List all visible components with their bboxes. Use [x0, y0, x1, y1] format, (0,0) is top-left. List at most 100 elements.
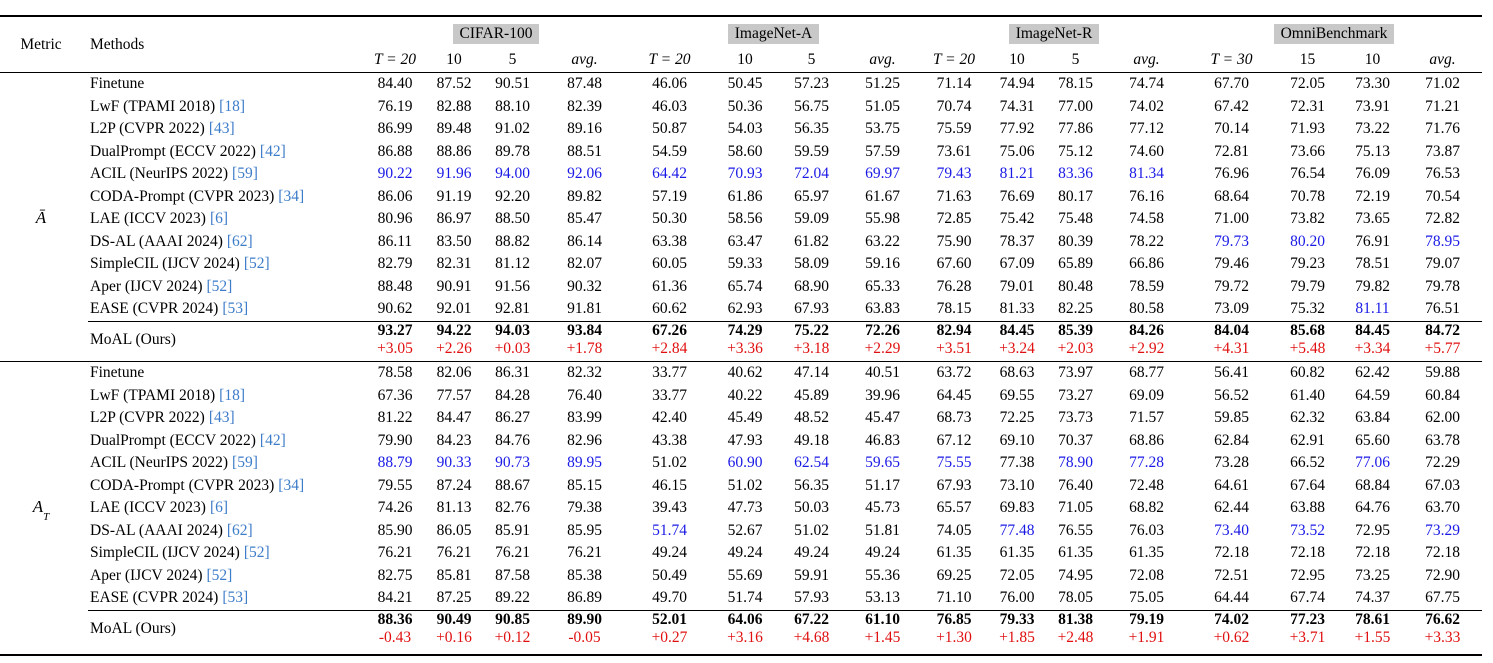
- value-cell: 89.82: [567, 187, 602, 205]
- value-cell: 73.22: [1355, 120, 1390, 138]
- value-cell: 86.31: [495, 364, 530, 382]
- value-cell: 59.16: [865, 255, 900, 273]
- citation: [34]: [278, 187, 305, 205]
- value-cell: 91.81: [567, 300, 602, 318]
- group-header: OmniBenchmark: [1188, 22, 1480, 46]
- value-cell: 79.79: [1290, 277, 1325, 295]
- method-text: CODA-Prompt (CVPR 2023): [90, 187, 275, 205]
- ours-value: 88.36: [377, 610, 413, 628]
- value-cell: 73.27: [1058, 386, 1093, 404]
- value-cell: 63.88: [1290, 499, 1325, 517]
- value-cell: 68.77: [1129, 364, 1164, 382]
- value-cell: 86.11: [377, 232, 413, 250]
- ours-value: 94.22: [436, 321, 472, 339]
- value-cell: 59.85: [1214, 409, 1249, 427]
- value-cell: 72.29: [1425, 454, 1460, 472]
- value-cell: 85.47: [567, 210, 602, 228]
- value-cell: 74.58: [1129, 210, 1164, 228]
- value-cell: 72.05: [1290, 75, 1325, 93]
- value-cell: 71.05: [1058, 499, 1093, 517]
- value-cell: 76.91: [1355, 232, 1390, 250]
- value-cell: 72.05: [999, 566, 1035, 584]
- value-cell: 56.35: [794, 476, 829, 494]
- value-cell: 88.82: [495, 232, 530, 250]
- value-cell: 49.24: [794, 544, 829, 562]
- value-cell: 76.21: [495, 544, 530, 562]
- method-text: SimpleCIL (IJCV 2024): [90, 544, 240, 562]
- value-cell: 67.93: [794, 300, 829, 318]
- value-cell: 51.17: [865, 476, 900, 494]
- ours-value: 78.61: [1355, 610, 1390, 628]
- citation: [18]: [219, 97, 245, 115]
- value-cell: 40.51: [865, 364, 900, 382]
- value-cell: 92.81: [495, 300, 530, 318]
- ours-method: MoAL (Ours): [90, 330, 176, 348]
- method-name: L2P (CVPR 2022) [43]: [90, 407, 365, 430]
- value-cell: 61.67: [865, 187, 900, 205]
- value-cell: 85.15: [567, 476, 602, 494]
- value-cell: 88.79: [377, 454, 413, 472]
- value-cell: 63.72: [936, 364, 972, 382]
- value-cell: 58.56: [727, 210, 763, 228]
- value-cell: 77.86: [1058, 120, 1093, 138]
- value-cell: 45.47: [865, 409, 900, 427]
- value-cell: 53.13: [865, 589, 900, 607]
- ours-gain: +1.85: [999, 628, 1035, 646]
- top-rule: [0, 15, 1482, 17]
- value-cell: 45.49: [727, 409, 763, 427]
- value-cell: 73.25: [1355, 566, 1390, 584]
- value-cell: 63.22: [865, 232, 900, 250]
- value-cell: 77.38: [999, 454, 1035, 472]
- value-cell: 60.05: [652, 255, 687, 273]
- value-cell: 81.12: [495, 255, 530, 273]
- value-cell: 72.48: [1129, 476, 1164, 494]
- value-cell: 57.23: [794, 75, 829, 93]
- ours-value: 85.68: [1290, 321, 1325, 339]
- value-cell: 86.05: [436, 521, 472, 539]
- value-cell: 67.03: [1425, 476, 1460, 494]
- ours-value: 84.26: [1129, 321, 1164, 339]
- ours-gain: +5.48: [1289, 339, 1326, 357]
- citation: [6]: [209, 210, 229, 228]
- value-cell: 42.40: [652, 409, 687, 427]
- value-cell: 74.94: [999, 75, 1035, 93]
- value-cell: 71.02: [1425, 75, 1460, 93]
- value-cell: 78.58: [377, 364, 413, 382]
- ours-gain: +2.92: [1128, 339, 1165, 357]
- value-cell: 75.42: [999, 210, 1035, 228]
- sub-header: 10: [1009, 51, 1025, 68]
- value-cell: 59.33: [727, 255, 763, 273]
- value-cell: 73.29: [1425, 521, 1460, 539]
- value-cell: 60.84: [1425, 386, 1460, 404]
- value-cell: 68.84: [1355, 476, 1390, 494]
- value-cell: 73.73: [1058, 409, 1093, 427]
- value-cell: 75.55: [936, 454, 972, 472]
- value-cell: 77.28: [1129, 454, 1164, 472]
- value-cell: 63.78: [1425, 431, 1460, 449]
- value-cell: 79.07: [1425, 255, 1460, 273]
- value-cell: 70.78: [1290, 187, 1325, 205]
- value-cell: 78.22: [1129, 232, 1164, 250]
- value-cell: 65.89: [1058, 255, 1093, 273]
- value-cell: 88.67: [495, 476, 530, 494]
- citation: [62]: [226, 232, 253, 250]
- value-cell: 87.24: [436, 476, 472, 494]
- mid-rule: [88, 609, 1482, 611]
- value-cell: 76.55: [1058, 521, 1093, 539]
- citation: [53]: [222, 589, 249, 607]
- value-cell: 82.32: [567, 364, 602, 382]
- ours-value: 75.22: [794, 321, 829, 339]
- value-cell: 80.17: [1058, 187, 1093, 205]
- value-cell: 76.16: [1129, 187, 1164, 205]
- value-cell: 71.10: [936, 589, 972, 607]
- value-cell: 73.65: [1355, 210, 1390, 228]
- metric-label: Ā: [0, 73, 82, 362]
- method-text: DualPrompt (ECCV 2022): [90, 431, 256, 449]
- value-cell: 75.90: [936, 232, 972, 250]
- sub-header: T = 20: [373, 51, 417, 68]
- sub-header: avg.: [869, 51, 896, 68]
- value-cell: 60.82: [1290, 364, 1325, 382]
- value-cell: 61.86: [727, 187, 763, 205]
- value-cell: 72.85: [936, 210, 972, 228]
- value-cell: 72.18: [1214, 544, 1249, 562]
